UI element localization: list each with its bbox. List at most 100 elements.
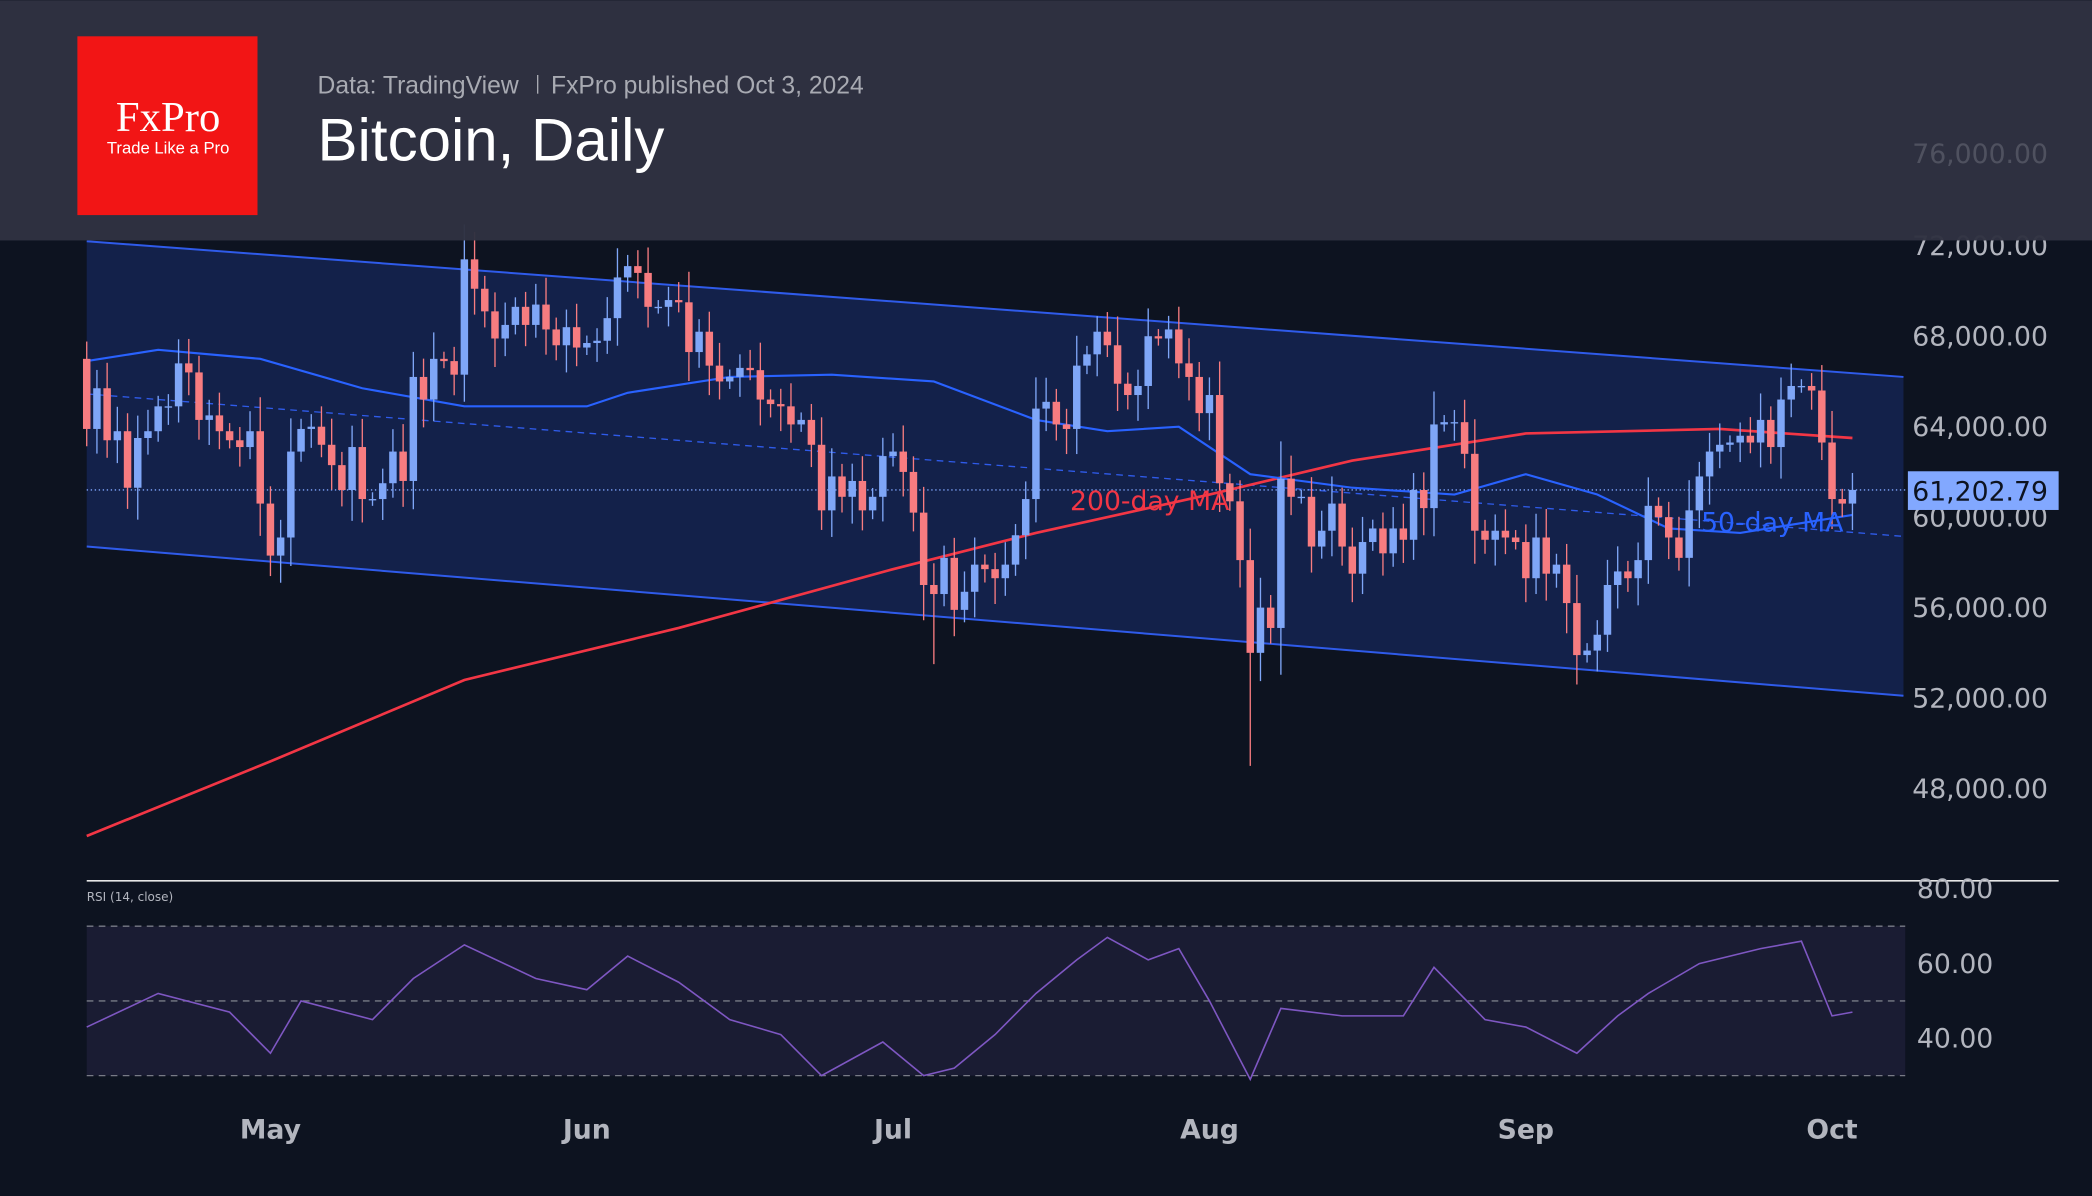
- candle: [1562, 543, 1571, 634]
- month-label-jun: Jun: [561, 1114, 611, 1145]
- logo-text: FxPro: [116, 94, 220, 141]
- candle-body: [1287, 478, 1295, 497]
- candle: [1297, 490, 1306, 504]
- axis-label-52000: 52,000.00: [1912, 683, 2048, 714]
- candle: [1542, 509, 1550, 601]
- candle-body: [1175, 329, 1183, 364]
- candle: [777, 388, 785, 432]
- candle-body: [634, 266, 642, 273]
- candle: [736, 354, 744, 397]
- candle-body: [440, 358, 448, 362]
- candle-body: [1021, 499, 1030, 536]
- candle-body: [1675, 537, 1683, 558]
- candle-body: [817, 444, 826, 511]
- channel-upper-line: [86, 240, 1904, 378]
- candle: [1103, 312, 1112, 358]
- candle: [276, 519, 285, 583]
- rsi-axis-label-40: 40.00: [1917, 1024, 1993, 1055]
- candle: [1205, 377, 1214, 441]
- candle: [113, 406, 122, 464]
- candle: [103, 362, 111, 458]
- candle-body: [1389, 528, 1397, 554]
- candle: [1409, 473, 1418, 560]
- candle-body: [399, 451, 407, 481]
- candle: [1450, 409, 1459, 441]
- axis-label-64000: 64,000.00: [1912, 412, 2048, 443]
- rsi-axis-label-60: 60.00: [1917, 949, 1993, 980]
- candle-body: [1144, 336, 1152, 386]
- candle: [1756, 393, 1765, 468]
- candle: [1236, 480, 1244, 588]
- candle: [1317, 510, 1326, 559]
- candle-body: [1522, 542, 1530, 579]
- candle: [144, 409, 152, 455]
- candle: [746, 349, 754, 381]
- candle-body: [1634, 560, 1642, 579]
- candle: [1593, 620, 1602, 672]
- candle: [981, 554, 989, 583]
- candle-body: [685, 302, 693, 353]
- candle: [1379, 512, 1387, 576]
- candle: [991, 552, 999, 604]
- candle-body: [1613, 571, 1622, 585]
- candle: [1583, 643, 1591, 663]
- candle: [1736, 422, 1744, 463]
- candle: [1175, 306, 1183, 379]
- candle-body: [1420, 490, 1428, 509]
- candle-body: [1481, 530, 1489, 540]
- candle-body: [1848, 489, 1857, 504]
- candle-body: [276, 537, 285, 556]
- candle-body: [195, 372, 203, 420]
- month-label-aug: Aug: [1180, 1114, 1239, 1145]
- candle-body: [1460, 422, 1469, 454]
- candle: [1124, 372, 1132, 410]
- candle: [1073, 335, 1081, 455]
- candle-body: [511, 306, 520, 325]
- candle: [1185, 338, 1193, 401]
- candle-body: [164, 406, 173, 408]
- candle: [1664, 501, 1673, 560]
- channel-lower-line: [86, 545, 1904, 697]
- candle: [1226, 473, 1234, 511]
- candle: [1256, 577, 1265, 682]
- candle: [1430, 391, 1438, 537]
- candle: [889, 433, 897, 467]
- channel-fill: [86, 241, 1904, 696]
- candle-body: [807, 419, 816, 445]
- candle-body: [215, 415, 224, 432]
- candle-body: [174, 363, 183, 407]
- candle: [1399, 503, 1408, 563]
- candle: [909, 456, 918, 532]
- candle-body: [797, 419, 805, 425]
- candle: [338, 451, 346, 507]
- candle-body: [1277, 478, 1285, 628]
- price-panel: 200-day MA 50-day MA: [82, 224, 1908, 838]
- candle: [368, 492, 377, 506]
- channel-mid-line: [86, 393, 1904, 538]
- candle-body: [1440, 422, 1448, 425]
- candle: [1011, 524, 1020, 576]
- candle: [430, 332, 438, 422]
- candle-body: [1093, 331, 1101, 355]
- candle-body: [1266, 607, 1275, 628]
- candle: [1358, 516, 1367, 595]
- candle-body: [82, 358, 91, 429]
- candle: [644, 247, 652, 328]
- candle: [1052, 388, 1061, 441]
- candle: [1613, 546, 1622, 609]
- candle-body: [552, 329, 560, 346]
- candle: [1603, 559, 1612, 652]
- candle-body: [1256, 607, 1265, 653]
- candle-body: [1501, 530, 1510, 538]
- candle-body: [1073, 365, 1081, 429]
- candle: [134, 415, 142, 520]
- candle-body: [307, 426, 316, 429]
- candle-body: [1562, 564, 1571, 604]
- candle-body: [1328, 503, 1336, 531]
- rsi-panel: [86, 925, 1906, 1082]
- candle-body: [1746, 435, 1755, 443]
- candle: [1113, 316, 1122, 411]
- candle-body: [154, 406, 162, 432]
- candle-body: [297, 428, 305, 452]
- candle: [919, 486, 928, 621]
